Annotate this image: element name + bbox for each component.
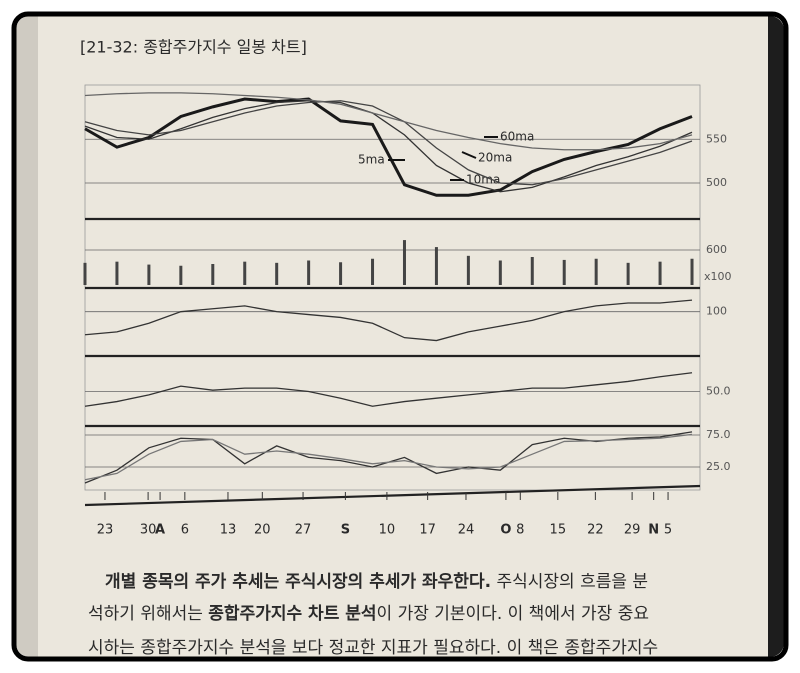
- x-tick-label: 13: [220, 523, 237, 538]
- figure-title: [21-32: 종합주가지수 일봉 차트]: [80, 38, 307, 57]
- volume-bar: [594, 258, 598, 285]
- body-text: 주식시장의 흐름을 분: [491, 572, 648, 592]
- y-tick-label: 75.0: [706, 428, 731, 441]
- page-shadow: [768, 16, 784, 657]
- volume-bar: [83, 262, 87, 285]
- x-tick-label: 30: [140, 523, 157, 538]
- x-tick-label: 10: [379, 523, 396, 538]
- body-text: 석하기 위해서는: [88, 604, 208, 624]
- volume-bar: [371, 258, 375, 285]
- x-tick-label: A: [155, 523, 165, 538]
- series-line: [84, 299, 693, 342]
- volume-bar: [530, 257, 534, 285]
- x-tick-label: 8: [516, 523, 524, 538]
- series-annotation: 20ma: [478, 151, 512, 165]
- y-tick-label: 500: [706, 176, 727, 189]
- volume-bar: [434, 247, 438, 285]
- volume-bar: [466, 255, 470, 285]
- volume-bar: [243, 261, 247, 285]
- series-line: [84, 92, 693, 151]
- y-tick-label: 550: [706, 132, 727, 145]
- body-text: 시하는 종합주가지수 분석을 보다 정교한 지표가 필요하다. 이 책은 종합주…: [88, 638, 658, 658]
- page-edge: [16, 16, 38, 657]
- volume-bar: [179, 265, 183, 285]
- series-line: [84, 97, 693, 197]
- body-line: 개별 종목의 주가 추세는 주식시장의 추세가 좌우한다. 주식시장의 흐름을 …: [105, 572, 648, 592]
- volume-bar: [275, 262, 279, 285]
- series-annotation: 10ma: [466, 173, 500, 187]
- series-annotation: 60ma: [500, 130, 534, 144]
- y-tick-label: 100: [706, 305, 727, 318]
- chart: 500 550 5ma 10ma 20ma 60ma 600 x100 100 50.0 25.0 7…: [83, 84, 732, 538]
- volume-bar: [498, 260, 502, 285]
- x-tick-label: 6: [181, 523, 189, 538]
- x-tick-label: 5: [664, 523, 672, 538]
- x-tick-label: 27: [295, 523, 312, 538]
- axis-unit: x100: [704, 270, 732, 283]
- x-tick-label: 15: [550, 523, 567, 538]
- volume-bar: [115, 261, 119, 285]
- y-tick-label: 600: [706, 243, 727, 256]
- x-tick-label: 23: [97, 523, 114, 538]
- photo-frame: [11, 11, 789, 662]
- series-line: [84, 433, 693, 481]
- body-line: 석하기 위해서는 종합주가지수 차트 분석이 가장 기본이다. 이 책에서 가장…: [88, 603, 649, 624]
- volume-bar: [626, 262, 630, 285]
- x-tick-label: 20: [254, 523, 271, 538]
- volume-bar: [402, 240, 406, 285]
- series-line: [84, 372, 693, 407]
- series-line: [84, 100, 693, 193]
- x-tick-label: N: [648, 523, 659, 538]
- volume-bar: [690, 258, 694, 285]
- x-tick-label: S: [341, 523, 350, 538]
- series-line: [84, 100, 693, 186]
- y-tick-label: 50.0: [706, 385, 731, 398]
- y-tick-label: 25.0: [706, 460, 731, 473]
- x-tick-label: 24: [458, 523, 475, 538]
- annotation-arrow: [461, 151, 477, 159]
- volume-bar: [211, 264, 215, 285]
- body-text: 이 가장 기본이다. 이 책에서 가장 중요: [377, 604, 649, 624]
- x-tick-label: 22: [587, 523, 604, 538]
- volume-bar: [339, 262, 343, 285]
- volume-bar: [307, 260, 311, 285]
- body-text: 개별 종목의 주가 추세는 주식시장의 추세가 좌우한다.: [105, 572, 491, 592]
- body-text: 종합주가지수 차트 분석: [208, 603, 376, 624]
- volume-bar: [147, 264, 151, 285]
- x-tick-label: 29: [624, 523, 641, 538]
- x-tick-label: 17: [419, 523, 436, 538]
- series-annotation: 5ma: [358, 153, 385, 167]
- volume-bar: [562, 259, 566, 285]
- volume-bar: [658, 261, 662, 285]
- bottom-axis: [84, 484, 701, 507]
- x-tick-label: O: [500, 523, 511, 538]
- body-line: 시하는 종합주가지수 분석을 보다 정교한 지표가 필요하다. 이 책은 종합주…: [88, 638, 658, 658]
